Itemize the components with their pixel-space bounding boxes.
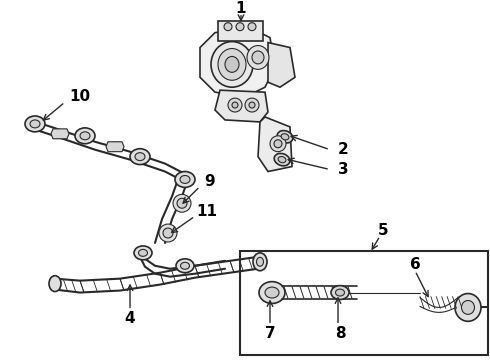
Circle shape	[163, 228, 173, 238]
Ellipse shape	[265, 287, 279, 298]
Polygon shape	[106, 142, 124, 152]
Ellipse shape	[180, 262, 190, 269]
Polygon shape	[215, 90, 268, 122]
Ellipse shape	[25, 116, 45, 132]
Bar	[240, 251, 488, 355]
Polygon shape	[268, 42, 295, 87]
Circle shape	[177, 198, 187, 208]
Ellipse shape	[252, 51, 264, 64]
Ellipse shape	[176, 259, 194, 273]
Ellipse shape	[259, 282, 285, 303]
Circle shape	[173, 194, 191, 212]
Ellipse shape	[211, 41, 253, 87]
Ellipse shape	[134, 246, 152, 260]
Ellipse shape	[256, 257, 264, 266]
Ellipse shape	[455, 293, 481, 321]
Circle shape	[274, 140, 282, 148]
Ellipse shape	[281, 134, 289, 140]
Ellipse shape	[80, 132, 90, 140]
Text: 11: 11	[196, 204, 218, 219]
Ellipse shape	[278, 157, 286, 163]
Polygon shape	[258, 117, 292, 171]
Text: 5: 5	[378, 222, 388, 238]
Text: 8: 8	[335, 326, 345, 341]
Ellipse shape	[247, 45, 269, 69]
Bar	[218, 21, 263, 41]
Circle shape	[245, 98, 259, 112]
Circle shape	[159, 224, 177, 242]
Text: 9: 9	[205, 174, 215, 189]
Ellipse shape	[130, 149, 150, 165]
Ellipse shape	[49, 276, 61, 292]
Text: 10: 10	[70, 89, 91, 104]
Ellipse shape	[225, 57, 239, 72]
Text: 7: 7	[265, 326, 275, 341]
Ellipse shape	[274, 153, 290, 166]
Ellipse shape	[277, 131, 293, 143]
Ellipse shape	[175, 171, 195, 188]
Ellipse shape	[30, 120, 40, 128]
Text: 4: 4	[124, 311, 135, 326]
Ellipse shape	[253, 253, 267, 271]
Polygon shape	[200, 28, 275, 97]
Polygon shape	[51, 129, 69, 139]
Text: 3: 3	[338, 162, 348, 177]
Circle shape	[249, 102, 255, 108]
Ellipse shape	[336, 289, 344, 296]
Circle shape	[232, 102, 238, 108]
Ellipse shape	[180, 175, 190, 184]
Text: 2: 2	[338, 142, 348, 157]
Ellipse shape	[75, 128, 95, 144]
Circle shape	[270, 136, 286, 152]
Ellipse shape	[218, 49, 246, 80]
Text: 6: 6	[410, 257, 420, 272]
Ellipse shape	[139, 249, 147, 256]
Text: 1: 1	[236, 1, 246, 16]
Circle shape	[236, 23, 244, 31]
Ellipse shape	[462, 301, 474, 314]
Circle shape	[228, 98, 242, 112]
Ellipse shape	[331, 285, 349, 300]
Ellipse shape	[135, 153, 145, 161]
Circle shape	[248, 23, 256, 31]
Circle shape	[224, 23, 232, 31]
